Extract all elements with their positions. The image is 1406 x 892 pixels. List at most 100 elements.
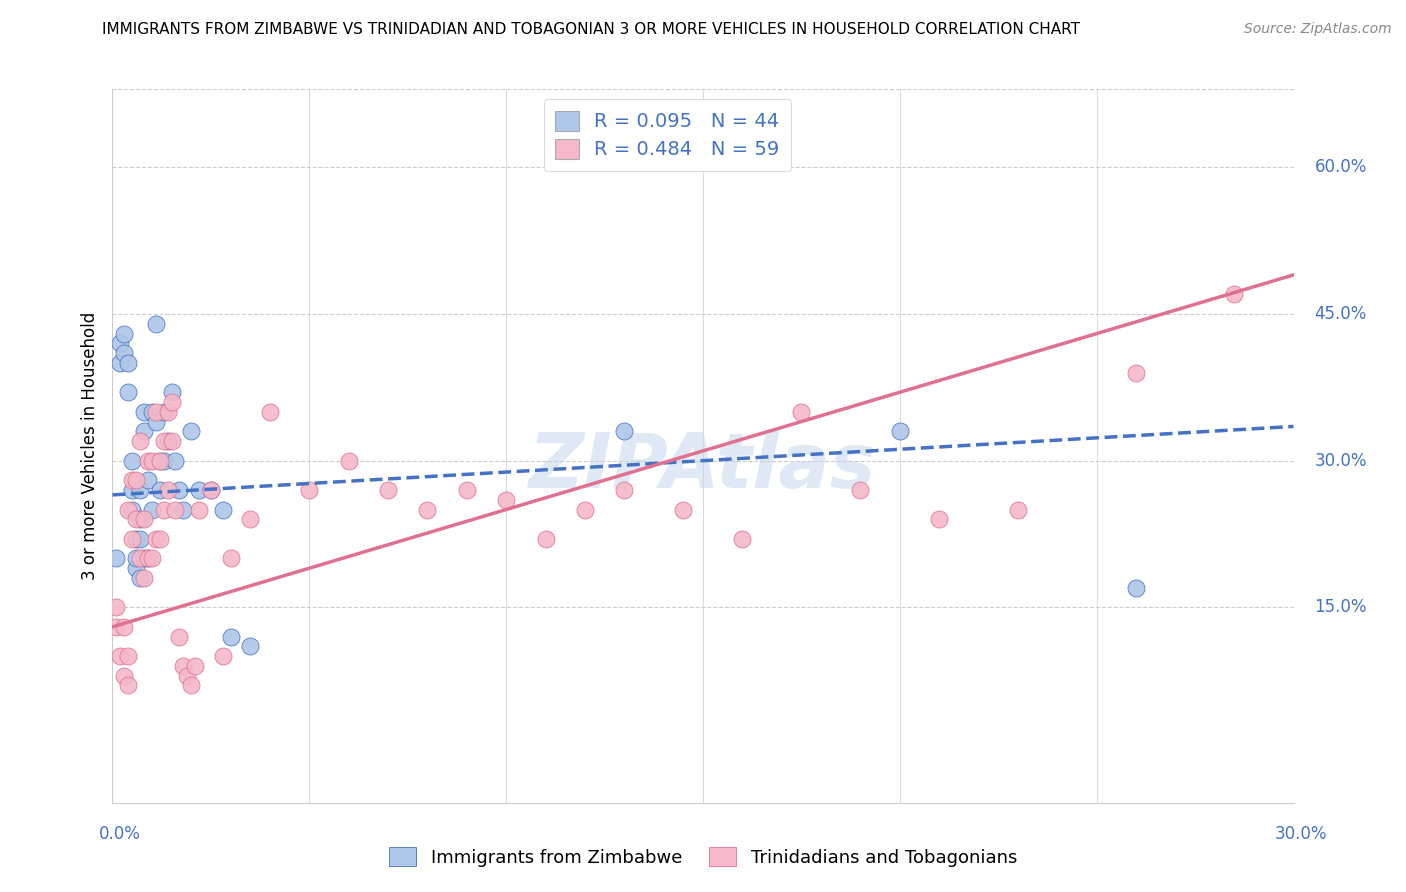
Point xyxy=(136,551,159,566)
Point xyxy=(110,356,132,370)
Point xyxy=(889,425,911,439)
Point xyxy=(129,532,152,546)
Legend: R = 0.095   N = 44, R = 0.484   N = 59: R = 0.095 N = 44, R = 0.484 N = 59 xyxy=(544,99,792,171)
Text: 60.0%: 60.0% xyxy=(1315,159,1367,177)
Point xyxy=(180,425,202,439)
Point xyxy=(110,336,132,351)
Point xyxy=(156,434,179,449)
Point xyxy=(211,502,233,516)
Text: 30.0%: 30.0% xyxy=(1315,451,1367,470)
Point xyxy=(672,502,695,516)
Text: 30.0%: 30.0% xyxy=(1274,825,1327,843)
Point xyxy=(105,600,128,615)
Point xyxy=(180,678,202,692)
Point xyxy=(129,512,152,526)
Point xyxy=(145,405,167,419)
Legend: Immigrants from Zimbabwe, Trinidadians and Tobagonians: Immigrants from Zimbabwe, Trinidadians a… xyxy=(382,840,1024,874)
Point xyxy=(132,551,155,566)
Text: 45.0%: 45.0% xyxy=(1315,305,1367,323)
Point xyxy=(211,649,233,664)
Point xyxy=(117,678,139,692)
Point xyxy=(456,483,478,497)
Point xyxy=(105,620,128,634)
Point xyxy=(145,532,167,546)
Point xyxy=(125,551,148,566)
Point xyxy=(141,453,163,467)
Point xyxy=(152,502,174,516)
Point xyxy=(188,502,211,516)
Point xyxy=(149,483,172,497)
Point xyxy=(129,434,152,449)
Point xyxy=(239,512,262,526)
Point xyxy=(121,532,143,546)
Point xyxy=(200,483,222,497)
Point xyxy=(156,405,179,419)
Point xyxy=(132,512,155,526)
Point xyxy=(129,551,152,566)
Point xyxy=(121,483,143,497)
Point xyxy=(149,532,172,546)
Point xyxy=(165,502,187,516)
Point xyxy=(117,356,139,370)
Point xyxy=(495,492,517,507)
Point xyxy=(160,434,183,449)
Point xyxy=(731,532,754,546)
Text: Source: ZipAtlas.com: Source: ZipAtlas.com xyxy=(1244,22,1392,37)
Point xyxy=(613,425,636,439)
Point xyxy=(129,571,152,585)
Point xyxy=(152,405,174,419)
Point xyxy=(377,483,399,497)
Point xyxy=(169,483,191,497)
Point xyxy=(132,425,155,439)
Point xyxy=(129,483,152,497)
Text: IMMIGRANTS FROM ZIMBABWE VS TRINIDADIAN AND TOBAGONIAN 3 OR MORE VEHICLES IN HOU: IMMIGRANTS FROM ZIMBABWE VS TRINIDADIAN … xyxy=(101,22,1080,37)
Point xyxy=(117,502,139,516)
Point xyxy=(184,659,207,673)
Point xyxy=(200,483,222,497)
Point xyxy=(141,551,163,566)
Point xyxy=(112,669,135,683)
Point xyxy=(136,551,159,566)
Text: 15.0%: 15.0% xyxy=(1315,599,1367,616)
Text: ZIPAtlas: ZIPAtlas xyxy=(529,431,877,504)
Point xyxy=(1125,366,1147,380)
Point xyxy=(176,669,198,683)
Point xyxy=(145,317,167,331)
Point xyxy=(1223,287,1246,301)
Point xyxy=(121,473,143,487)
Point xyxy=(849,483,872,497)
Point xyxy=(1125,581,1147,595)
Point xyxy=(136,453,159,467)
Point xyxy=(121,453,143,467)
Point xyxy=(152,434,174,449)
Point xyxy=(136,473,159,487)
Point xyxy=(121,502,143,516)
Point xyxy=(160,385,183,400)
Point xyxy=(125,512,148,526)
Point xyxy=(112,326,135,341)
Point xyxy=(169,630,191,644)
Point xyxy=(298,483,321,497)
Point xyxy=(160,395,183,409)
Point xyxy=(416,502,439,516)
Point xyxy=(188,483,211,497)
Point xyxy=(125,532,148,546)
Point xyxy=(1007,502,1029,516)
Point xyxy=(105,551,128,566)
Point xyxy=(574,502,596,516)
Point xyxy=(172,502,194,516)
Point xyxy=(110,649,132,664)
Point xyxy=(149,453,172,467)
Point xyxy=(172,659,194,673)
Point xyxy=(125,473,148,487)
Point xyxy=(239,640,262,654)
Point xyxy=(156,483,179,497)
Point xyxy=(141,405,163,419)
Point xyxy=(141,502,163,516)
Point xyxy=(125,561,148,575)
Point xyxy=(534,532,557,546)
Point xyxy=(117,385,139,400)
Point xyxy=(337,453,360,467)
Point xyxy=(790,405,813,419)
Point xyxy=(152,453,174,467)
